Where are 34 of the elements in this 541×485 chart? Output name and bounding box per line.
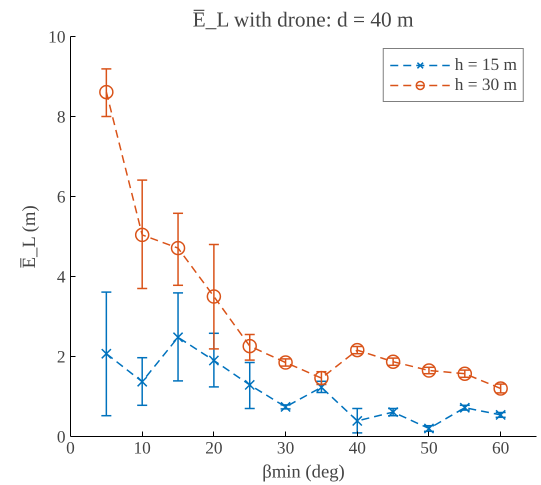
point xyxy=(136,376,148,388)
point xyxy=(99,84,114,100)
point xyxy=(278,355,293,370)
y-tick-label: 6 xyxy=(56,188,66,206)
point xyxy=(352,416,363,426)
y-tick-label: 8 xyxy=(56,108,66,126)
x-tick-label: 50 xyxy=(420,438,438,458)
legend-label: h = 30 m xyxy=(454,75,517,95)
point xyxy=(280,402,291,412)
point xyxy=(134,228,150,242)
point xyxy=(458,366,472,381)
point xyxy=(244,380,256,390)
x-axis-title: βmin (deg) xyxy=(262,462,345,482)
x-tick-label: 40 xyxy=(348,438,366,458)
x-tick-label: 30 xyxy=(276,438,294,458)
y-tick-label: 4 xyxy=(56,268,66,286)
point xyxy=(208,355,220,366)
point xyxy=(350,342,365,358)
point xyxy=(459,402,470,414)
point xyxy=(206,289,222,304)
y-tick-label: 10 xyxy=(48,28,66,46)
legend-label: h = 15 m xyxy=(454,55,517,75)
x-tick-label: 20 xyxy=(205,438,223,458)
point xyxy=(101,348,112,360)
x-tick-label: 60 xyxy=(492,438,510,458)
point xyxy=(172,332,184,343)
point xyxy=(242,338,257,354)
y-axis-title: E̅_L (m) xyxy=(19,205,40,268)
point xyxy=(170,240,186,256)
chart-title: E̅_L with drone: d = 40 m xyxy=(192,8,414,32)
y-tick-label: 2 xyxy=(56,348,66,366)
point xyxy=(422,363,436,378)
point xyxy=(386,354,400,369)
x-tick-label: 10 xyxy=(134,438,151,458)
